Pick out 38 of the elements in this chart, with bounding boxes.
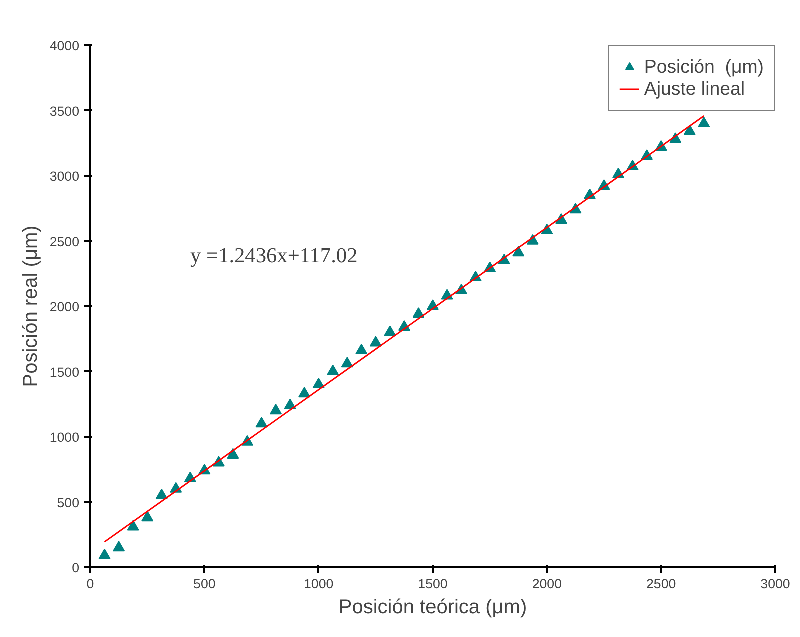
x-axis-title: Posición teórica (μm) [338,596,528,618]
point [284,398,296,410]
legend-label: Ajuste lineal [644,78,745,100]
y-axis-title: Posición real (μm) [20,226,42,388]
y-tick-label: 1000 [50,430,80,445]
x-tick-label: 0 [86,576,94,592]
point [384,326,396,336]
point [113,541,126,552]
point [327,364,340,376]
x-tick-label: 3000 [760,576,790,592]
x-tick-label: 1000 [304,576,334,592]
point [341,357,354,368]
x-tick-label: 2500 [646,576,676,592]
x-tick-label: 1500 [418,576,448,592]
point [156,488,168,500]
point [698,116,710,128]
y-tick-label: 500 [57,495,80,510]
point [412,307,425,318]
y-tick-label: 4000 [50,38,80,54]
point [98,548,111,560]
point [142,511,154,522]
annotation: y =1.2436x+117.02 [190,244,358,268]
x-tick-label: 2000 [532,576,562,592]
y-tick-label: 3500 [50,104,80,119]
y-tick-label: 1500 [50,364,80,380]
point [356,344,368,355]
point [270,404,282,415]
legend-label: Posición (μm) [644,56,764,78]
point [684,124,696,136]
y-tick-label: 2000 [50,300,80,314]
point [312,378,325,388]
y-tick-label: 2500 [50,234,80,250]
y-tick-label: 0 [72,560,80,576]
point [298,387,311,398]
y-tick-label: 3000 [50,169,80,184]
point [370,336,382,347]
point [256,417,268,428]
x-tick-label: 500 [194,576,216,592]
